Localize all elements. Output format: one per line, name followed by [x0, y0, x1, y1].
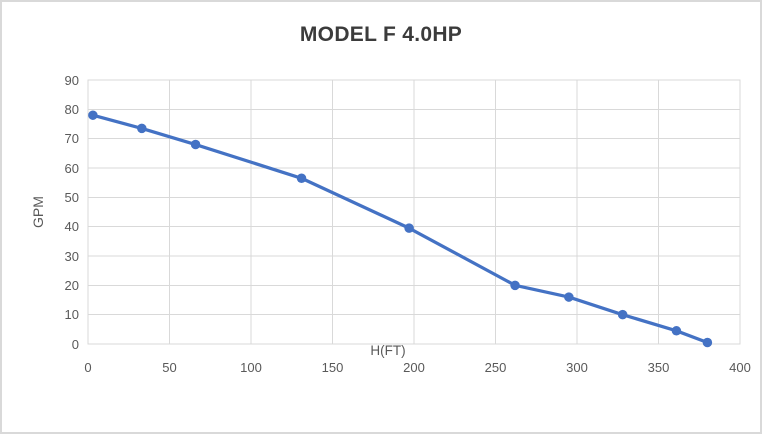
x-axis-tick-label: 300 [566, 360, 588, 375]
y-axis-tick-label: 30 [64, 248, 79, 264]
data-point-marker [510, 280, 520, 291]
y-axis-tick-label: 40 [64, 219, 79, 235]
data-point-marker [702, 337, 713, 348]
y-axis-tick-label: 90 [64, 72, 79, 88]
x-axis-tick-label: 350 [647, 360, 670, 375]
series-line [91, 113, 710, 345]
y-axis-tick-label: 10 [64, 307, 79, 323]
y-axis-tick-label: 80 [64, 101, 79, 117]
chart-title: MODEL F 4.0HP [299, 23, 463, 46]
data-point-marker [88, 110, 98, 120]
x-axis-title: H(FT) [370, 343, 406, 358]
data-point-marker [564, 292, 574, 302]
plot-border [87, 79, 741, 345]
x-axis-tick-label: 100 [240, 360, 262, 375]
y-axis-tick-label: 20 [64, 277, 79, 293]
x-axis-tick-label: 50 [162, 360, 177, 375]
x-axis-tick-label: 200 [403, 360, 425, 375]
data-point-marker [671, 326, 682, 336]
x-axis-tick-label: 0 [84, 360, 92, 375]
data-point-marker [137, 123, 147, 134]
y-axis-tick-label: 0 [71, 336, 79, 352]
data-point-marker [296, 173, 307, 184]
y-axis-tick-label: 60 [64, 160, 79, 176]
data-point-marker [404, 223, 414, 233]
x-axis-tick-label: 150 [321, 360, 344, 375]
data-point-marker [617, 309, 628, 320]
y-axis-title: GPM [30, 196, 46, 228]
data-point-marker [190, 139, 201, 150]
x-axis-tick-label: 400 [729, 360, 751, 375]
y-axis-tick-label: 70 [64, 131, 79, 147]
y-axis-tick-label: 50 [64, 189, 79, 205]
x-axis-tick-label: 250 [484, 360, 507, 375]
